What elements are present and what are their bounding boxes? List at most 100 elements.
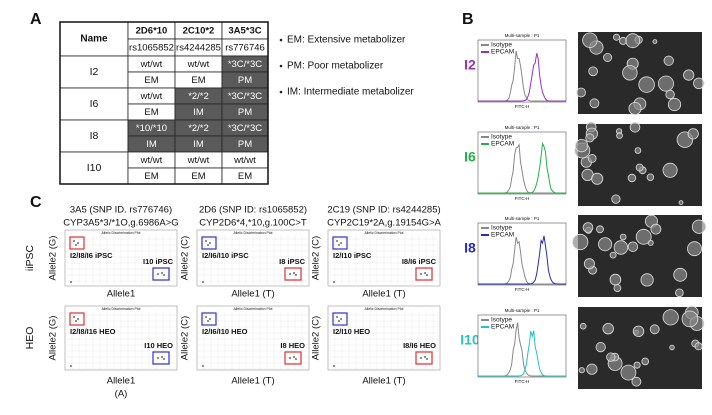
data-point	[293, 356, 295, 358]
bullet	[279, 64, 283, 68]
phenotype: EM	[144, 107, 158, 118]
phenotype: IM	[146, 139, 157, 150]
spheroid	[652, 39, 658, 44]
genotype: wt/wt	[140, 155, 163, 166]
cluster-box	[201, 236, 217, 250]
genotype: wt/wt	[187, 155, 210, 166]
spheroid	[638, 76, 655, 93]
cluster-box	[415, 351, 433, 365]
cluster-label: I2/I8/I6 iPSC	[70, 251, 113, 260]
cluster-box	[415, 267, 433, 281]
spheroid	[579, 322, 587, 330]
data-point	[70, 281, 72, 283]
spheroid	[687, 241, 702, 257]
spheroid	[603, 53, 613, 63]
histogram-curve	[478, 235, 566, 285]
data-point	[289, 273, 291, 275]
panel-label: B	[462, 11, 474, 28]
cluster-box	[284, 351, 302, 365]
plot-title: Allelic Discrimination Plot	[233, 307, 272, 311]
data-point	[157, 357, 159, 359]
legend-text: EPCAM	[491, 49, 514, 56]
spheroid	[625, 33, 641, 49]
spheroid	[658, 75, 675, 92]
x-axis-label: Allele1 (T)	[362, 289, 405, 300]
data-point	[75, 320, 77, 322]
phenotype: PM	[238, 139, 252, 150]
snp-id: rs4244285	[176, 43, 221, 54]
table-cell	[59, 119, 129, 153]
panel-label: C	[30, 194, 42, 211]
plot-title: Allelic Discrimination Plot	[233, 231, 272, 235]
micrograph	[578, 215, 702, 297]
data-point	[202, 281, 204, 283]
spheroid	[667, 97, 682, 112]
spheroid	[693, 77, 705, 90]
data-point	[420, 357, 422, 359]
legend-text: Isotype	[491, 317, 512, 324]
assay-subtitle: CYP3A5*3/*1O,g.6986A>G	[63, 218, 178, 229]
cluster-box	[69, 236, 85, 250]
data-point	[293, 272, 295, 274]
legend-text: PM: Poor metabolizer	[287, 61, 384, 72]
y-axis-label: Allele2 (G)	[48, 236, 59, 281]
legend-text: EPCAM	[491, 324, 514, 331]
spheroid	[613, 33, 621, 41]
spheroid	[663, 55, 674, 66]
spheroid	[646, 173, 655, 181]
data-point	[202, 365, 204, 367]
spheroid	[628, 102, 642, 116]
table-header: 3A5*3C	[228, 26, 261, 37]
cluster-label: I10 iPSC	[143, 257, 174, 266]
histogram-frame	[477, 222, 567, 286]
cluster-label: I8/I6 HEO	[403, 341, 436, 350]
table-cell	[59, 87, 129, 121]
y-axis-label: Allele2 (C)	[180, 236, 191, 280]
genotype: wt/wt	[187, 59, 210, 70]
legend-text: EPCAM	[491, 232, 514, 239]
spheroid	[675, 288, 684, 298]
spheroid	[583, 258, 595, 270]
phenotype: IM	[193, 139, 204, 150]
spheroid	[673, 267, 688, 282]
panel-label: A	[30, 11, 42, 28]
cluster-label: I8/I6 iPSC	[402, 257, 437, 266]
cluster-box	[284, 267, 302, 281]
legend-text: EM: Extensive metabolizer	[287, 35, 406, 46]
spheroid	[598, 237, 613, 252]
x-axis-label: Allele1	[107, 376, 136, 387]
data-point	[77, 242, 79, 244]
data-point	[295, 358, 297, 360]
table-header: 2C10*2	[183, 26, 215, 37]
spheroid	[631, 376, 642, 387]
phenotype: EM	[191, 75, 205, 86]
spheroid	[683, 69, 695, 81]
table-border	[59, 21, 269, 185]
table-header: 2D6*10	[136, 26, 168, 37]
spheroid	[641, 357, 649, 366]
plot-title: Allelic Discrimination Plot	[364, 307, 403, 311]
spheroid	[587, 153, 597, 163]
data-point	[205, 240, 207, 242]
cluster-box	[201, 312, 217, 326]
assay-title: 2C19 (SNP ID: rs4244285)	[327, 205, 440, 216]
spheroid	[627, 173, 637, 183]
spheroid	[609, 273, 622, 286]
data-point	[75, 244, 77, 246]
phenotype: EM	[144, 171, 158, 182]
assay-subtitle: CYP2D6*4,*10,g.100C>T	[199, 218, 307, 229]
cluster-box	[152, 351, 170, 365]
genotype: *3C/*3C	[228, 91, 262, 102]
genotype: wt/wt	[233, 155, 256, 166]
data-point	[163, 274, 165, 276]
spheroid	[586, 363, 598, 375]
spheroid	[574, 139, 589, 153]
data-point	[333, 281, 335, 283]
plot-title: Allelic Discrimination Plot	[364, 231, 403, 235]
cluster-label: I8 HEO	[280, 341, 305, 350]
genotype: wt/wt	[140, 91, 163, 102]
data-point	[289, 357, 291, 359]
cluster-box	[152, 267, 170, 281]
y-axis-label: Allele2 (C)	[180, 316, 191, 360]
